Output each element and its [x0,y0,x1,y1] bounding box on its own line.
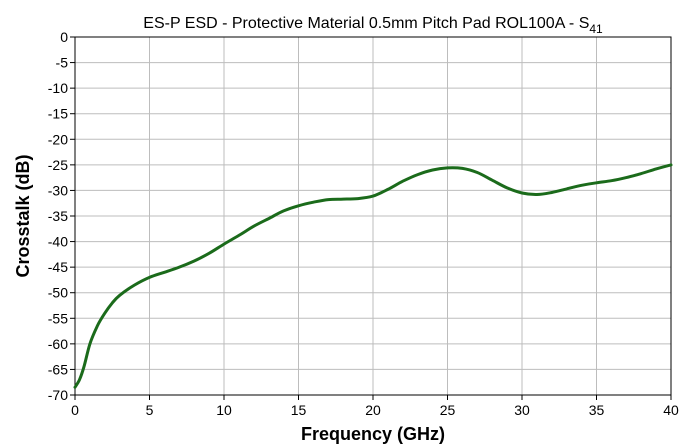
y-tick-label: -45 [48,259,68,275]
y-tick-label: -40 [48,234,68,250]
y-tick-label: -35 [48,208,68,224]
y-tick-labels: 0 -5 -10 -15 -20 -25 -30 -35 -40 -45 -50 -55 -60 -65 -… [48,29,75,403]
x-tick-labels: 0 5 10 15 20 25 30 35 40 [71,395,679,418]
y-tick-label: -15 [48,106,68,122]
grid [75,37,671,395]
y-tick-label: -65 [48,361,68,377]
y-axis-label: Crosstalk (dB) [13,154,33,277]
x-tick-label: 10 [216,402,232,418]
x-tick-label: 35 [589,402,605,418]
x-tick-label: 40 [663,402,679,418]
x-tick-label: 30 [514,402,530,418]
x-tick-label: 25 [440,402,456,418]
y-tick-label: -50 [48,285,68,301]
y-tick-label: -70 [48,387,68,403]
x-tick-label: 15 [291,402,307,418]
x-tick-label: 5 [146,402,154,418]
y-tick-label: -10 [48,80,68,96]
chart-title: ES-P ESD - Protective Material 0.5mm Pit… [143,15,603,36]
y-tick-label: 0 [60,29,68,45]
y-tick-label: -5 [56,55,69,71]
x-axis-label: Frequency (GHz) [301,424,445,444]
y-tick-label: -25 [48,157,68,173]
y-tick-label: -60 [48,336,68,352]
x-tick-label: 0 [71,402,79,418]
y-tick-label: -30 [48,182,68,198]
y-tick-label: -20 [48,131,68,147]
series-line [73,163,673,389]
x-tick-label: 20 [365,402,381,418]
y-tick-label: -55 [48,310,68,326]
